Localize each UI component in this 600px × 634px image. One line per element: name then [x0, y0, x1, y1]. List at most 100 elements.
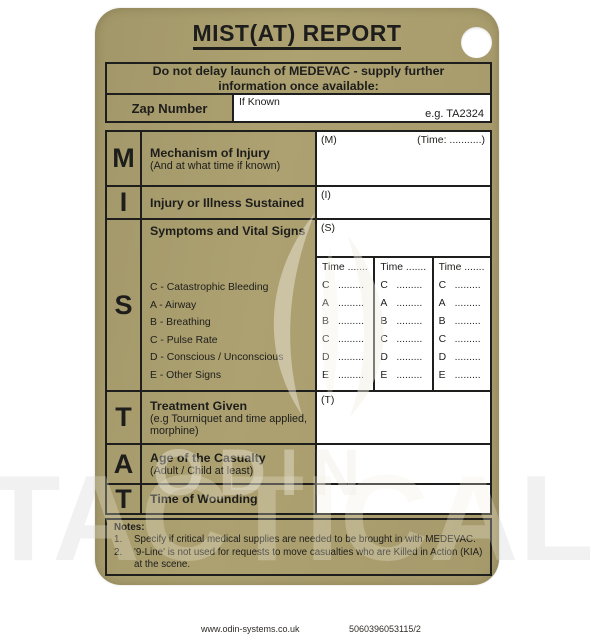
vital-letter: D — [380, 352, 388, 363]
injury-label: Injury or Illness Sustained — [150, 195, 305, 210]
row-letter-s: S — [107, 220, 142, 390]
dotted-line: ......... — [338, 352, 364, 363]
vitals-time-grid: Time ....... C......... A......... B....… — [317, 258, 490, 390]
symptoms-marker-area[interactable]: (S) — [317, 220, 490, 258]
symptoms-label: Symptoms and Vital Signs — [150, 224, 306, 238]
legend-item: B - Breathing — [150, 317, 211, 328]
dotted-line: ......... — [338, 370, 364, 381]
mechanism-marker: (M) — [321, 134, 337, 146]
age-write-in-field[interactable] — [317, 445, 490, 483]
dotted-line: ......... — [396, 316, 423, 327]
dotted-line: ......... — [454, 352, 481, 363]
dotted-line: ......... — [338, 280, 364, 291]
vitals-column-2[interactable]: Time ....... C......... A......... B....… — [373, 258, 431, 390]
dotted-line: ......... — [338, 334, 364, 345]
page-title: MIST(AT) REPORT — [95, 8, 499, 50]
mechanism-time-field: (Time: ...........) — [417, 134, 485, 146]
vital-letter: C — [322, 334, 330, 345]
treatment-sublabel: (e.g Tourniquet and time applied, morphi… — [150, 412, 308, 437]
symptoms-write-in-field[interactable]: (S) Time ....... C......... A......... B… — [317, 220, 490, 390]
dotted-line: ......... — [396, 334, 423, 345]
dotted-line: ......... — [454, 334, 481, 345]
row-time-of-wounding: T Time of Wounding — [107, 484, 490, 514]
zap-number-row: Zap Number If Known e.g. TA2324 — [105, 95, 492, 123]
vital-letter: B — [322, 316, 329, 327]
dotted-line: ......... — [454, 370, 481, 381]
mechanism-write-in-field[interactable]: (M) (Time: ...........) — [317, 132, 490, 185]
legend-item: D - Conscious / Unconscious — [150, 352, 284, 363]
row-letter-t1: T — [107, 392, 142, 443]
vital-letter: B — [438, 316, 446, 327]
row-injury: I Injury or Illness Sustained (I) — [107, 187, 490, 220]
injury-marker: (I) — [321, 189, 331, 201]
vital-letter: E — [438, 370, 446, 381]
row-letter-a: A — [107, 445, 142, 483]
row-letter-t2: T — [107, 484, 142, 514]
zap-number-field[interactable]: If Known e.g. TA2324 — [234, 95, 490, 121]
zap-number-label: Zap Number — [107, 95, 234, 121]
vital-letter: C — [438, 280, 447, 291]
note-text: Specify if critical medical supplies are… — [134, 534, 476, 546]
zap-number-example: e.g. TA2324 — [425, 108, 484, 120]
footer-barcode-number: 5060396053115/2 — [349, 624, 421, 634]
vital-letter: A — [322, 298, 329, 309]
treatment-write-in-field[interactable]: (T) — [317, 392, 490, 443]
row-mechanism: M Mechanism of Injury (And at what time … — [107, 132, 490, 187]
mistat-report-card: MIST(AT) REPORT Do not delay launch of M… — [95, 8, 499, 634]
treatment-label: Treatment Given — [150, 398, 248, 413]
report-card-photo: TACTICAL MIST(AT) REPORT Do not delay la… — [0, 8, 594, 634]
note-number: 2. — [114, 546, 123, 558]
dotted-line: ......... — [454, 280, 481, 291]
note-item-2: 2. '9-Line' is not used for requests to … — [114, 547, 484, 572]
vital-letter: E — [380, 370, 388, 381]
vital-letter: C — [380, 334, 388, 345]
footer-website: www.odin-systems.co.uk — [201, 624, 300, 634]
row-letter-i: I — [107, 187, 142, 218]
notes-box: Notes: 1. Specify if critical medical su… — [105, 518, 492, 576]
dotted-line: ......... — [396, 280, 423, 291]
vital-letter: E — [322, 370, 329, 381]
injury-write-in-field[interactable]: (I) — [317, 187, 490, 218]
vital-letter: D — [438, 352, 447, 363]
vital-letter: C — [322, 280, 330, 291]
time-of-wounding-write-in-field[interactable] — [317, 485, 490, 513]
note-text: '9-Line' is not used for requests to mov… — [134, 546, 483, 571]
vital-letter: B — [380, 316, 388, 327]
lanyard-punch-hole — [461, 27, 492, 58]
vital-letter: A — [438, 298, 446, 309]
vitals-column-1[interactable]: Time ....... C......... A......... B....… — [317, 258, 373, 390]
treatment-marker: (T) — [321, 394, 335, 406]
dotted-line: ......... — [338, 298, 364, 309]
time-of-wounding-label-cell: Time of Wounding — [142, 485, 317, 513]
vital-letter: C — [380, 280, 388, 291]
mechanism-label-cell: Mechanism of Injury (And at what time if… — [142, 132, 317, 185]
dotted-line: ......... — [396, 370, 423, 381]
symptoms-marker: (S) — [321, 222, 335, 234]
dotted-line: ......... — [396, 352, 423, 363]
vital-letter: D — [322, 352, 330, 363]
notes-heading: Notes: — [114, 522, 145, 533]
dotted-line: ......... — [396, 298, 423, 309]
row-age: A Age of the Casualty (Adult / Child at … — [107, 445, 490, 485]
symptoms-label-cell: Symptoms and Vital Signs C - Catastrophi… — [142, 220, 317, 390]
legend-item: E - Other Signs — [150, 369, 222, 381]
age-label: Age of the Casualty — [150, 451, 266, 465]
dotted-line: ......... — [454, 316, 481, 327]
cabcde-legend: C - Catastrophic Bleeding A - Airway B -… — [150, 279, 310, 384]
dotted-line: ......... — [454, 298, 481, 309]
time-header: Time ....... — [322, 262, 368, 273]
row-symptoms: S Symptoms and Vital Signs C - Catastrop… — [107, 220, 490, 392]
note-number: 1. — [114, 534, 123, 546]
legend-item: A - Airway — [150, 299, 197, 311]
time-of-wounding-label: Time of Wounding — [150, 492, 258, 506]
mechanism-label: Mechanism of Injury — [150, 145, 270, 160]
legend-item: C - Pulse Rate — [150, 334, 218, 346]
time-header: Time ....... — [380, 262, 427, 273]
age-label-cell: Age of the Casualty (Adult / Child at le… — [142, 445, 317, 483]
treatment-label-cell: Treatment Given (e.g Tourniquet and time… — [142, 392, 317, 443]
row-treatment: T Treatment Given (e.g Tourniquet and ti… — [107, 392, 490, 445]
legend-item: C - Catastrophic Bleeding — [150, 282, 269, 293]
zap-number-hint: If Known — [239, 96, 280, 108]
vitals-column-3[interactable]: Time ....... C......... A......... B....… — [431, 258, 490, 390]
mistat-table: M Mechanism of Injury (And at what time … — [105, 130, 492, 515]
